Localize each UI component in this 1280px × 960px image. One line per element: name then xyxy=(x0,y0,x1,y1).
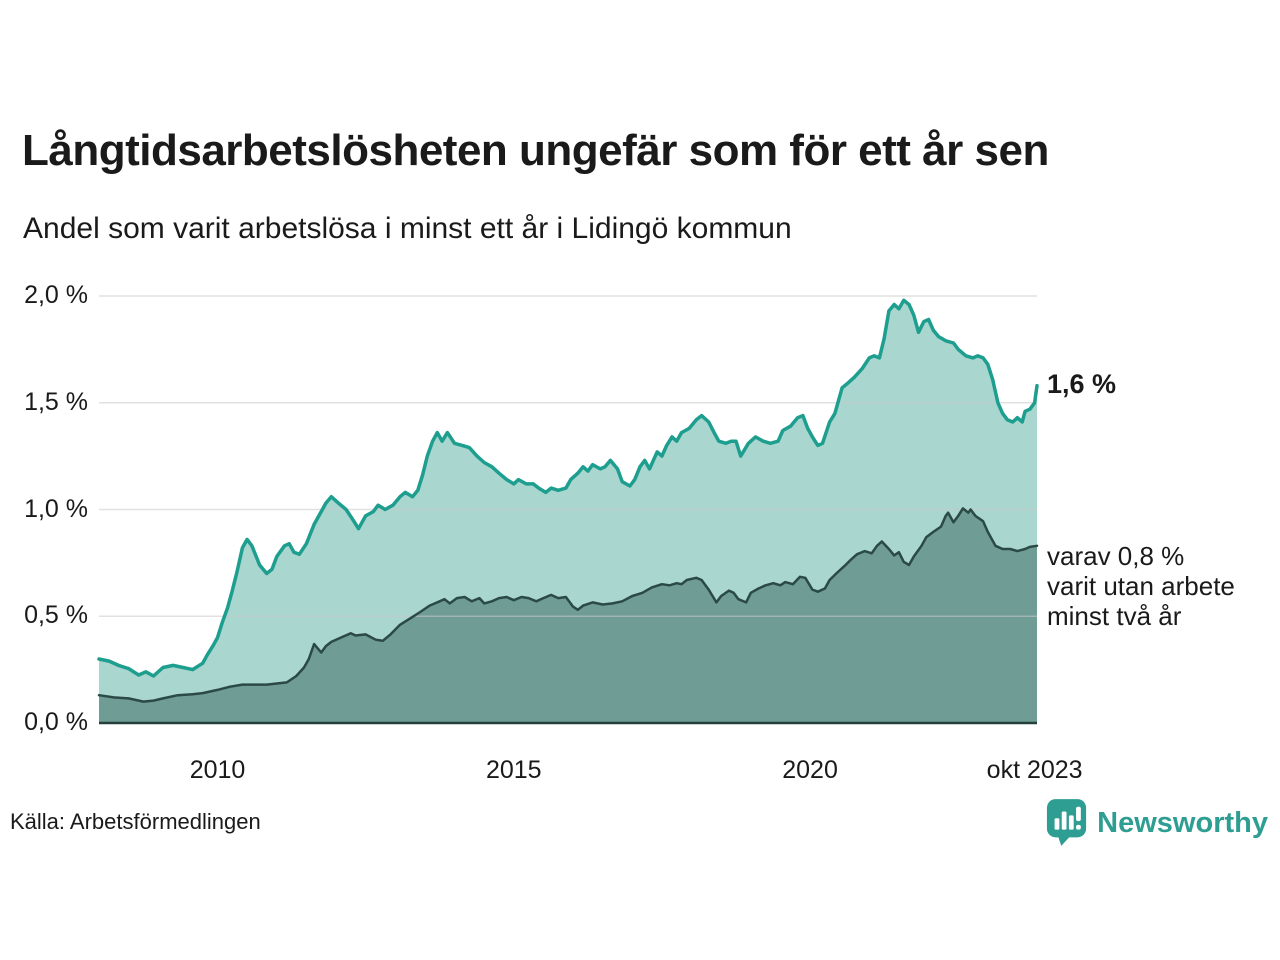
x-tick-label: okt 2023 xyxy=(986,756,1083,784)
annotation-line: varit utan arbete xyxy=(1047,571,1235,601)
y-tick-label: 0,0 % xyxy=(24,707,88,736)
source-credit: Källa: Arbetsförmedlingen xyxy=(10,809,261,834)
annotation-line: varav 0,8 % xyxy=(1047,541,1185,571)
x-tick-label: 2010 xyxy=(189,756,246,784)
y-tick-label: 2,0 % xyxy=(24,280,88,309)
line-total xyxy=(97,298,1039,678)
page-subtitle: Andel som varit arbetslösa i minst ett å… xyxy=(23,212,792,245)
series-end-label-total: 1,6 % xyxy=(1047,369,1117,399)
newsworthy-logo: Newsworthy xyxy=(1046,799,1268,847)
newsworthy-speech-bubble-icon xyxy=(1047,799,1087,846)
series-end-label-two-plus-years: varav 0,8 % varit utan arbete minst två … xyxy=(1047,541,1235,631)
y-tick-label: 1,5 % xyxy=(24,387,88,416)
line-two-plus-years xyxy=(97,507,1039,703)
brand-name: Newsworthy xyxy=(1097,806,1268,839)
page-title: Långtidsarbetslösheten ungefär som för e… xyxy=(22,126,1049,175)
x-tick-label: 2020 xyxy=(782,756,838,784)
x-tick-label: 2015 xyxy=(485,756,542,784)
annotation-line: minst två år xyxy=(1047,601,1182,631)
y-tick-label: 1,0 % xyxy=(24,494,88,523)
y-tick-label: 0,5 % xyxy=(24,601,88,630)
